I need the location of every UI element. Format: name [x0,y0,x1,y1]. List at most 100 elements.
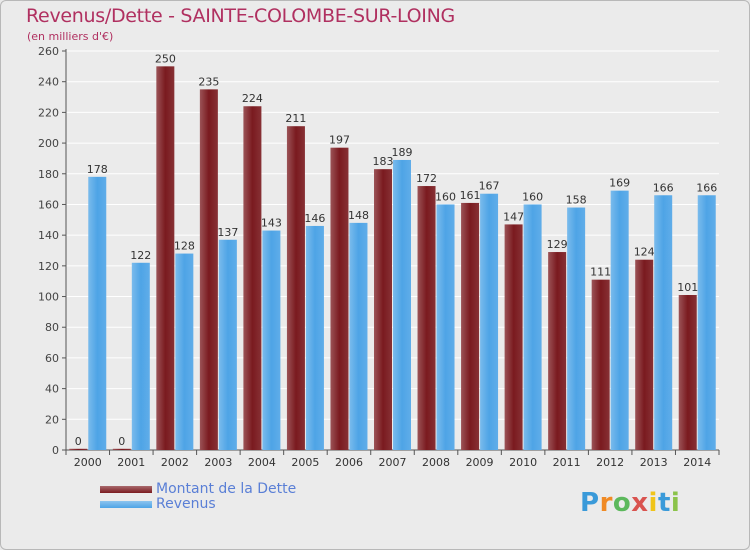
y-tick-label: 160 [38,198,59,211]
y-tick-label: 20 [45,413,59,426]
data-label-dette: 0 [75,435,82,448]
y-tick-label: 200 [38,137,59,150]
bar-dette [243,106,262,450]
legend-label-dette: Montant de la Dette [156,481,297,497]
data-label-dette: 172 [416,172,437,185]
data-label-revenus: 146 [304,212,325,225]
x-tick-label: 2007 [379,456,407,469]
data-label-dette: 197 [329,134,350,147]
bar-dette [591,279,610,450]
bar-revenus [175,253,194,450]
y-tick-label: 100 [38,291,59,304]
bar-dette [417,186,436,451]
bar-revenus [436,204,455,450]
bar-dette [461,202,480,450]
y-tick-label: 60 [45,352,59,365]
data-label-revenus: 122 [130,249,151,262]
bar-dette [504,224,523,450]
data-label-dette: 111 [590,266,611,279]
x-tick-label: 2006 [335,456,363,469]
bar-revenus [654,195,673,450]
data-label-dette: 129 [547,238,568,251]
bar-revenus [262,230,281,450]
data-label-dette: 235 [198,75,219,88]
data-label-revenus: 160 [522,190,543,203]
y-tick-label: 240 [38,76,59,89]
bar-dette [374,169,392,450]
logo-letter: o [612,488,632,518]
bar-revenus [610,190,629,450]
logo-letter: x [631,488,649,518]
bar-dette [112,448,131,450]
logo-letter: i [670,488,681,518]
logo-letter: P [580,488,600,518]
x-tick-label: 2004 [248,456,276,469]
x-tick-label: 2009 [466,456,494,469]
bar-dette [330,147,349,450]
y-tick-label: 0 [52,444,59,457]
data-label-revenus: 189 [392,146,413,159]
y-tick-label: 40 [45,383,59,396]
chart-title: Revenus/Dette - SAINTE-COLOMBE-SUR-LOING [26,5,455,27]
data-label-revenus: 166 [653,181,674,194]
bar-revenus [305,225,324,450]
data-label-revenus: 148 [348,209,369,222]
bar-revenus [349,222,368,450]
bar-revenus [88,176,107,451]
y-tick-label: 180 [38,168,59,181]
data-label-dette: 147 [503,210,524,223]
data-label-dette: 224 [242,92,263,105]
bar-dette [635,259,654,450]
y-tick-label: 120 [38,260,59,273]
bar-revenus [131,262,150,450]
bar-dette [69,448,88,450]
data-label-dette: 0 [118,435,125,448]
x-tick-label: 2013 [640,456,668,469]
x-tick-label: 2011 [553,456,581,469]
data-label-revenus: 160 [435,190,456,203]
legend-label-revenus: Revenus [156,496,216,512]
bar-dette [199,89,218,450]
data-label-revenus: 166 [696,181,717,194]
x-tick-label: 2003 [204,456,232,469]
bar-revenus [523,204,542,450]
logo-letter: i [648,488,658,518]
y-tick-label: 80 [45,321,59,334]
y-tick-label: 260 [38,45,59,58]
data-label-revenus: 137 [217,226,238,239]
bar-revenus [567,207,586,450]
data-label-revenus: 178 [87,163,108,176]
data-label-dette: 183 [373,155,394,168]
data-label-revenus: 158 [566,194,587,207]
bar-dette [548,252,567,450]
x-tick-label: 2014 [683,456,711,469]
logo-letter: r [599,488,613,518]
proxiti-logo: Proxiti [580,488,680,518]
data-label-dette: 161 [460,189,481,202]
data-label-dette: 211 [285,112,306,125]
data-label-revenus: 169 [609,177,630,190]
bar-revenus [480,193,499,450]
bar-dette [678,295,697,450]
y-tick-label: 140 [38,229,59,242]
x-tick-label: 2012 [596,456,624,469]
bar-revenus [218,239,237,450]
x-tick-label: 2000 [74,456,102,469]
bar-revenus [697,195,716,450]
bar-revenus [393,159,411,450]
bar-dette [156,66,175,450]
x-tick-label: 2008 [422,456,450,469]
data-label-dette: 101 [677,281,698,294]
legend-swatch-revenus [100,501,152,508]
bar-dette [286,126,305,450]
x-tick-label: 2005 [291,456,319,469]
data-label-dette: 250 [155,52,176,65]
x-tick-label: 2001 [117,456,145,469]
x-tick-label: 2002 [161,456,189,469]
data-label-dette: 124 [634,246,655,259]
logo-letter: t [657,488,671,518]
chart-subtitle: (en milliers d'€) [27,30,114,43]
legend-swatch-dette [100,486,152,493]
data-label-revenus: 167 [479,180,500,193]
